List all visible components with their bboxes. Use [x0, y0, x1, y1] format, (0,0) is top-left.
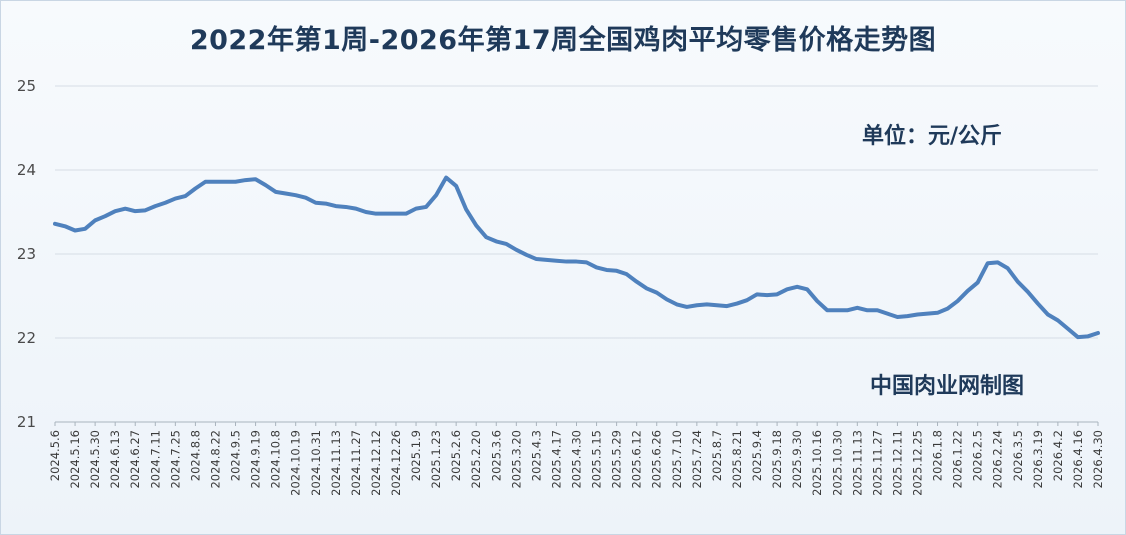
- x-tick-label: 2024.7.25: [168, 430, 182, 489]
- y-tick-label: 22: [17, 329, 36, 347]
- x-tick-label: 2024.12.12: [369, 430, 383, 496]
- series-line: [53, 175, 1100, 340]
- x-tick-label: 2024.8.22: [208, 430, 222, 489]
- gridlines: [55, 85, 1098, 339]
- x-tick-label: 2025.12.25: [910, 430, 924, 496]
- x-tick-label: 2025.11.13: [850, 430, 864, 496]
- x-tick-label: 2026.3.19: [1031, 430, 1045, 489]
- x-tick-label: 2026.1.8: [931, 430, 945, 481]
- x-tick-label: 2024.10.8: [269, 430, 283, 489]
- x-tick-label: 2025.6.26: [650, 430, 664, 489]
- x-tick-label: 2026.3.5: [1011, 430, 1025, 481]
- x-tick-label: 2026.1.22: [951, 430, 965, 489]
- y-tick-label: 23: [17, 245, 36, 263]
- x-tick-label: 2024.5.30: [88, 430, 102, 489]
- x-tick-label: 2026.4.16: [1071, 430, 1085, 489]
- x-tick-label: 2025.12.11: [890, 430, 904, 496]
- x-tick-label: 2024.11.13: [329, 430, 343, 496]
- x-tick-label: 2025.7.10: [670, 430, 684, 489]
- x-tick-label: 2026.2.5: [971, 430, 985, 481]
- y-tick-label: 24: [17, 161, 36, 179]
- x-tick-label: 2025.4.17: [549, 430, 563, 489]
- x-tick-label: 2025.5.15: [590, 430, 604, 489]
- x-axis-ticks: 2024.5.6 2024.5.16 2024.5.30 2024.6.13 2024.…: [48, 422, 1105, 496]
- x-tick-label: 2024.9.19: [249, 430, 263, 489]
- x-tick-label: 2024.6.27: [128, 430, 142, 489]
- x-tick-label: 2025.9.18: [770, 430, 784, 489]
- y-tick-label: 25: [17, 77, 36, 95]
- x-tick-label: 2025.11.27: [870, 430, 884, 496]
- x-tick-label: 2024.10.31: [309, 430, 323, 496]
- x-tick-label: 2024.8.8: [188, 430, 202, 481]
- x-tick-label: 2025.2.6: [449, 430, 463, 481]
- x-tick-label: 2024.7.11: [148, 430, 162, 489]
- x-tick-label: 2025.9.30: [790, 430, 804, 489]
- x-tick-label: 2025.1.23: [429, 430, 443, 489]
- unit-label: 单位：元/公斤: [862, 124, 1003, 149]
- x-tick-label: 2025.8.7: [710, 430, 724, 481]
- x-tick-label: 2025.3.6: [489, 430, 503, 481]
- x-tick-label: 2025.6.12: [630, 430, 644, 489]
- x-tick-label: 2026.2.24: [991, 430, 1005, 489]
- series-lines: [53, 175, 1100, 340]
- x-tick-label: 2024.5.16: [68, 430, 82, 489]
- x-tick-label: 2025.10.30: [830, 430, 844, 496]
- x-tick-label: 2025.9.4: [750, 430, 764, 481]
- x-tick-label: 2024.12.26: [389, 430, 403, 496]
- x-tick-label: 2025.8.21: [730, 430, 744, 489]
- x-tick-label: 2025.4.3: [529, 430, 543, 481]
- x-tick-label: 2025.7.24: [690, 430, 704, 489]
- x-tick-label: 2025.5.29: [610, 430, 624, 489]
- x-tick-label: 2024.9.5: [229, 430, 243, 481]
- x-tick-label: 2024.6.13: [108, 430, 122, 489]
- x-tick-label: 2025.1.9: [409, 430, 423, 481]
- source-label: 中国肉业网制图: [870, 374, 1025, 399]
- x-tick-label: 2026.4.30: [1091, 430, 1105, 489]
- x-tick-label: 2025.4.30: [570, 430, 584, 489]
- x-tick-label: 2025.2.20: [469, 430, 483, 489]
- x-tick-label: 2025.3.20: [509, 430, 523, 489]
- x-tick-label: 2024.10.19: [289, 430, 303, 496]
- chart-title: 2022年第1周-2026年第17周全国鸡肉平均零售价格走势图: [189, 25, 937, 56]
- x-tick-label: 2026.4.2: [1051, 430, 1065, 481]
- x-tick-label: 2024.5.6: [48, 430, 62, 481]
- y-axis-ticks: 21 22 23 24 25: [17, 77, 36, 431]
- x-tick-label: 2025.10.16: [810, 430, 824, 496]
- y-tick-label: 21: [17, 413, 36, 431]
- x-tick-label: 2024.11.27: [349, 430, 363, 496]
